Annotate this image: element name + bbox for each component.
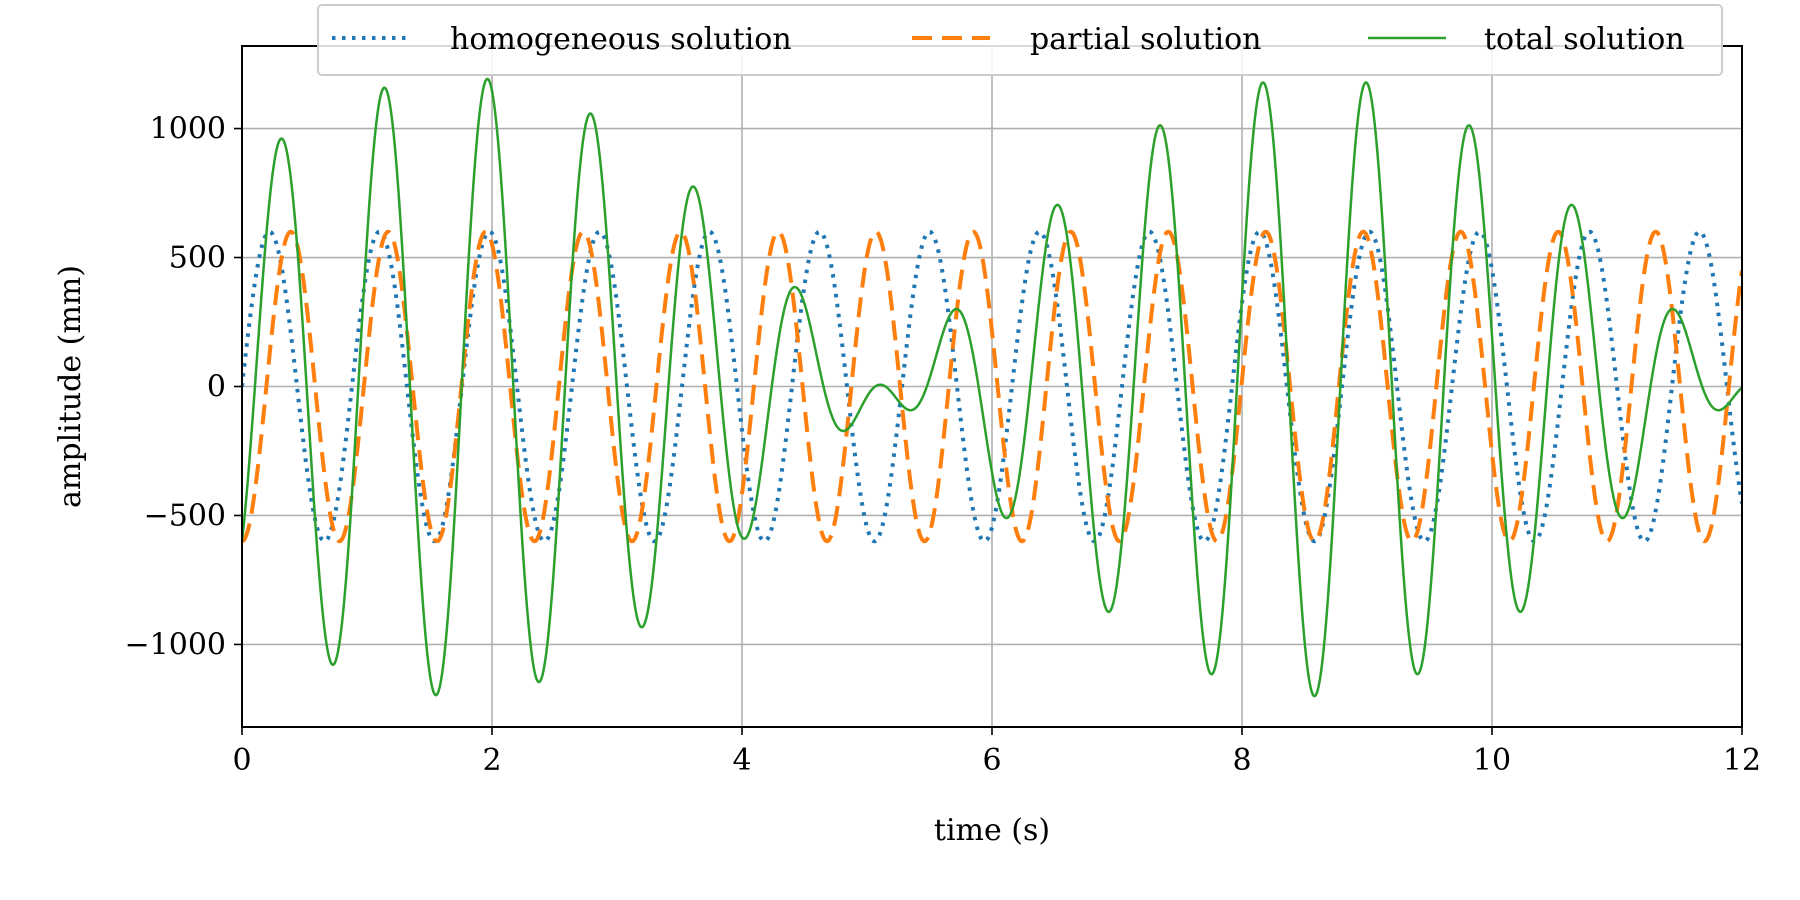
series-line-dashed <box>242 229 1742 544</box>
legend-label: homogeneous solution <box>450 22 792 57</box>
y-tick-label: −500 <box>144 498 226 533</box>
grid <box>241 46 1743 727</box>
x-tick-label: 12 <box>1723 743 1761 778</box>
x-tick-label: 2 <box>482 743 501 778</box>
x-tick-label: 8 <box>1232 743 1251 778</box>
x-tick-label: 4 <box>732 743 751 778</box>
x-tick-label: 0 <box>232 743 251 778</box>
y-tick-label: 0 <box>207 370 226 405</box>
legend: homogeneous solution partial solution tota… <box>317 4 1723 76</box>
plot-lines <box>242 77 1742 698</box>
series-line-dotted <box>242 229 1742 544</box>
y-tick-label: 1000 <box>150 112 226 147</box>
ticks: 0 2 4 6 8 10 12 −1000 −500 0 500 1000 <box>125 112 1762 778</box>
y-axis-label: amplitude (mm) <box>53 265 88 508</box>
legend-label: total solution <box>1484 22 1685 57</box>
x-axis-label: time (s) <box>934 813 1050 848</box>
y-tick-label: −1000 <box>125 627 226 662</box>
x-tick-label: 10 <box>1473 743 1511 778</box>
x-tick-label: 6 <box>982 743 1001 778</box>
y-tick-label: 500 <box>169 241 226 276</box>
legend-label: partial solution <box>1030 22 1262 57</box>
legend-box <box>317 4 1723 76</box>
series-line-solid <box>242 77 1742 698</box>
